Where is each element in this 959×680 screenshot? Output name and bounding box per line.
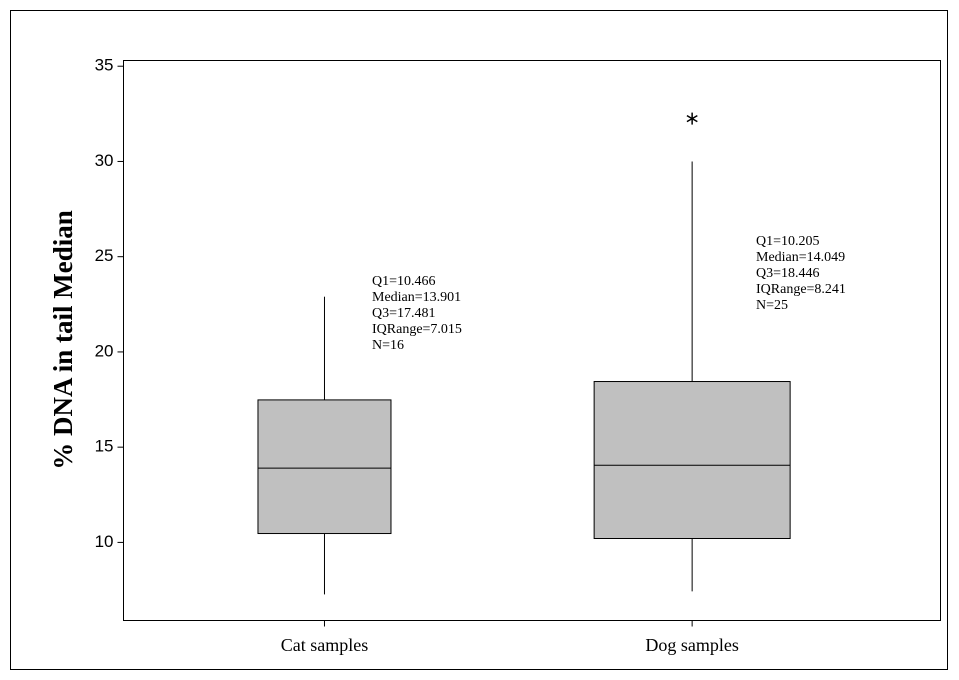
annotation: Median=13.901 — [372, 290, 461, 305]
annotation: Median=14.049 — [756, 250, 845, 265]
y-tick-label: 25 — [95, 246, 114, 265]
annotation: Q3=18.446 — [756, 266, 820, 281]
y-axis-label: % DNA in tail Median — [48, 210, 78, 470]
annotation: Q3=17.481 — [372, 306, 436, 321]
x-tick-label: Cat samples — [281, 635, 369, 655]
annotation: N=25 — [756, 298, 788, 313]
y-tick-label: 30 — [95, 151, 114, 170]
y-tick-label: 15 — [95, 437, 114, 456]
plot-frame — [123, 60, 941, 621]
y-tick-label: 20 — [95, 341, 114, 360]
annotation: Q1=10.205 — [756, 234, 820, 249]
box — [593, 381, 791, 539]
y-tick-label: 35 — [95, 56, 114, 75]
outer-frame — [10, 10, 948, 670]
y-tick-label: 10 — [95, 532, 114, 551]
annotation: Q1=10.466 — [372, 274, 436, 289]
outlier-stroke — [686, 114, 698, 123]
annotation: IQRange=8.241 — [756, 282, 846, 297]
outlier — [686, 112, 698, 125]
annotation: N=16 — [372, 338, 404, 353]
annotation: IQRange=7.015 — [372, 322, 462, 337]
box — [257, 399, 392, 535]
x-tick-label: Dog samples — [645, 635, 739, 655]
